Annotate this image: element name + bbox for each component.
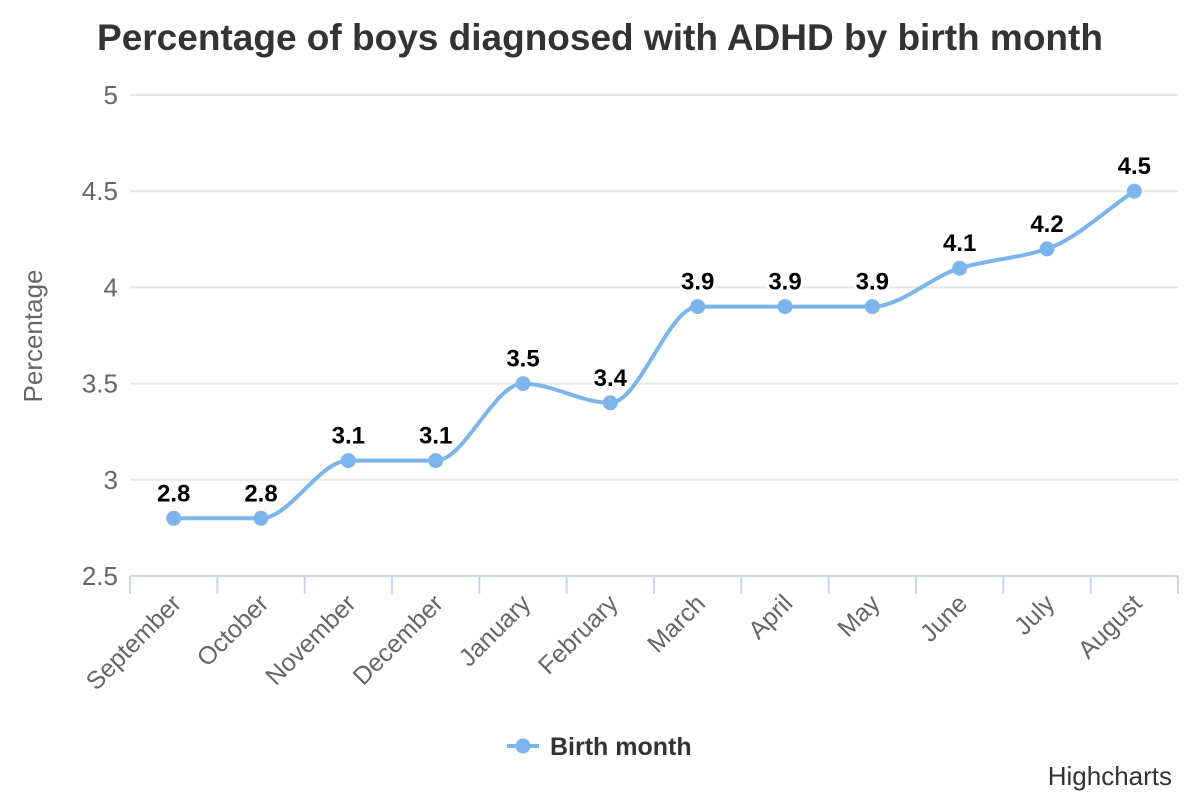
legend-item-birth-month[interactable]: Birth month [550,733,692,761]
data-point-marker[interactable] [777,299,793,315]
data-point-label: 4.1 [943,230,976,257]
data-point-marker[interactable] [690,299,706,315]
y-tick-label: 4 [104,272,118,302]
legend[interactable]: Birth month [507,733,692,761]
data-point-label: 3.1 [332,423,365,450]
data-point-marker[interactable] [428,453,444,469]
data-point-marker[interactable] [1126,183,1142,199]
data-point-label: 3.9 [768,269,801,296]
x-tick-label: June [915,589,973,647]
data-point-label: 3.1 [419,423,452,450]
x-tick-label: November [260,589,361,690]
data-point-marker[interactable] [602,395,618,411]
series-line [171,189,1137,521]
y-tick-label: 2.5 [82,561,118,591]
data-point-label: 3.5 [506,346,539,373]
x-tick-label: July [1009,589,1061,641]
y-tick-label: 5 [104,80,118,110]
data-point-label: 3.9 [856,269,889,296]
data-point-marker[interactable] [515,376,531,392]
series-group: 2.8 2.8 3.1 3.1 3.5 3.4 3.9 3.9 3.9 4.1 4.2 4.5 [155,151,1154,526]
data-point-label: 2.8 [244,480,277,507]
y-tick-label: 3 [104,465,118,495]
x-tick-label: March [642,589,711,658]
y-axis-title: Percentage [18,270,48,403]
legend-marker-icon [515,738,531,754]
data-point-marker[interactable] [340,453,356,469]
data-point-marker[interactable] [952,260,968,276]
data-point-label: 3.4 [594,365,628,392]
x-tick-label: December [348,589,449,690]
data-point-label: 3.9 [681,269,714,296]
data-point-label: 4.5 [1118,153,1151,180]
chart-title: Percentage of boys diagnosed with ADHD b… [97,17,1103,58]
highcharts-credits[interactable]: Highcharts [1048,761,1172,791]
data-point-marker[interactable] [1039,241,1055,257]
y-tick-label: 3.5 [82,369,118,399]
x-tick-label: May [832,589,886,643]
y-axis: 2.5 3 3.5 4 4.5 5 [82,80,1178,591]
x-tick-label: October [192,589,275,672]
data-point-marker[interactable] [166,510,182,526]
x-tick-label: September [81,589,187,695]
x-tick-label: January [454,589,537,672]
data-point-label: 4.2 [1030,211,1063,238]
x-tick-label: April [743,589,798,644]
data-point-marker[interactable] [253,510,269,526]
series-data-labels: 2.8 2.8 3.1 3.1 3.5 3.4 3.9 3.9 3.9 4.1 4.2 4.5 [155,151,1154,510]
series-markers [166,183,1142,526]
data-point-marker[interactable] [864,299,880,315]
data-point-label: 2.8 [157,480,190,507]
y-tick-label: 4.5 [82,176,118,206]
x-tick-label: February [533,589,624,680]
x-tick-label: August [1073,589,1148,664]
